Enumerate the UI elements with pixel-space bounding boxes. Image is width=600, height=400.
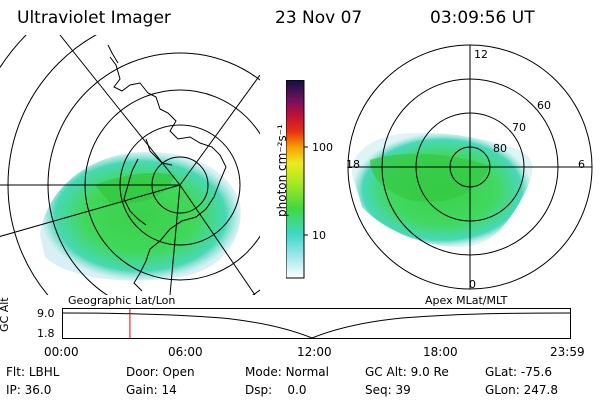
time-tick-1800: 18:00 — [423, 345, 458, 359]
coastline — [107, 44, 227, 292]
mlat-label-60: 60 — [537, 99, 551, 112]
info-gain: Gain: 14 — [126, 383, 177, 397]
right-panel-caption: Apex MLat/MLT — [425, 294, 508, 307]
colorbar-unit-label: photon cm⁻²s⁻¹ — [275, 124, 289, 217]
info-gc-alt: GC Alt: 9.0 Re — [365, 365, 449, 379]
mlt-label-6: 6 — [578, 158, 585, 171]
left-panel-caption: Geographic Lat/Lon — [68, 294, 176, 307]
altitude-tick-min: 1.8 — [37, 327, 55, 340]
mlat-label-70: 70 — [512, 121, 526, 134]
mlt-label-0: 0 — [469, 278, 476, 291]
altitude-curve — [62, 312, 571, 339]
altitude-timeline-chart — [62, 308, 571, 339]
mlt-label-12: 12 — [474, 48, 488, 61]
magnetic-grid — [347, 44, 593, 290]
info-door: Door: Open — [126, 365, 195, 379]
instrument-title: Ultraviolet Imager — [17, 8, 171, 28]
mlat-mlt-polar-panel — [347, 44, 593, 290]
longitude-grid — [0, 35, 260, 295]
colorbar-tick-10: 10 — [312, 229, 326, 242]
colorbar-tick-100: 100 — [312, 141, 333, 154]
observation-time: 03:09:56 UT — [430, 8, 535, 28]
time-tick-0600: 06:00 — [168, 345, 203, 359]
altitude-tick-max: 9.0 — [37, 307, 55, 320]
mlat-label-80: 80 — [493, 142, 507, 155]
info-seq: Seq: 39 — [365, 383, 411, 397]
info-ip: IP: 36.0 — [6, 383, 52, 397]
info-dsp: Dsp: 0.0 — [245, 383, 307, 397]
info-glat: GLat: -75.6 — [485, 365, 552, 379]
info-glon: GLon: 247.8 — [485, 383, 558, 397]
time-tick-0000: 00:00 — [44, 345, 79, 359]
colorbar — [286, 80, 308, 279]
mlt-label-18: 18 — [346, 158, 360, 171]
geographic-map-panel — [0, 35, 260, 295]
time-tick-1200: 12:00 — [297, 345, 332, 359]
info-flt: Flt: LBHL — [6, 365, 60, 379]
time-tick-2359: 23:59 — [550, 345, 585, 359]
info-mode: Mode: Normal — [245, 365, 329, 379]
aurora-oval-geographic — [40, 151, 241, 281]
observation-date: 23 Nov 07 — [275, 8, 363, 28]
